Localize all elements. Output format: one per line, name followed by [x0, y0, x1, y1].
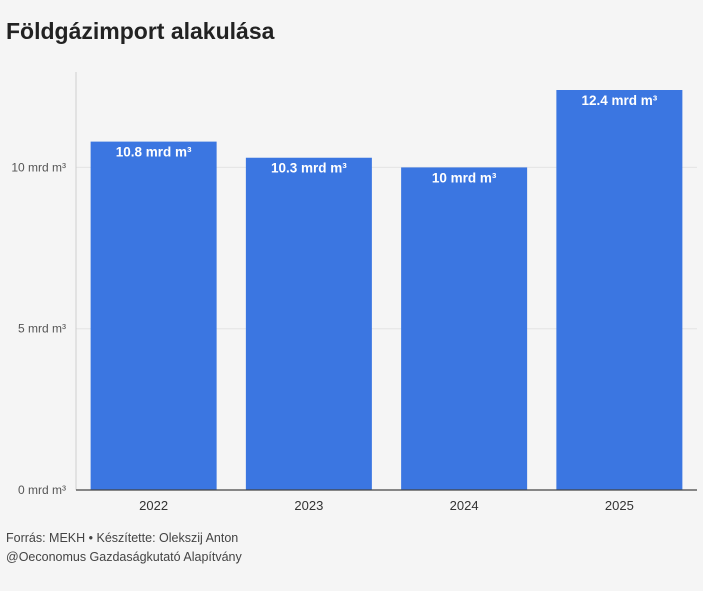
y-tick-label: 5 mrd m³	[18, 322, 66, 336]
data-label: 12.4 mrd m³	[581, 93, 657, 108]
data-label: 10.8 mrd m³	[116, 145, 192, 160]
credit-note: @Oeconomus Gazdaságkutató Alapítvány	[6, 550, 242, 564]
x-tick-label: 2025	[605, 498, 634, 513]
chart-title: Földgázimport alakulása	[6, 18, 275, 44]
bar	[556, 90, 683, 490]
chart-footer: Forrás: MEKH • Készítette: Olekszij Anto…	[6, 529, 242, 567]
bar	[401, 167, 528, 490]
bar	[245, 157, 372, 490]
source-note: Forrás: MEKH • Készítette: Olekszij Anto…	[6, 531, 239, 545]
data-label: 10.3 mrd m³	[271, 161, 347, 176]
y-tick-label: 0 mrd m³	[18, 483, 66, 497]
data-label: 10 mrd m³	[432, 170, 497, 185]
y-tick-label: 10 mrd m³	[11, 160, 66, 174]
bar	[90, 141, 217, 490]
x-tick-label: 2022	[139, 498, 168, 513]
bar-chart: 0 mrd m³ 5 mrd m³ 10 mrd m³ 10.8 mrd m³ 2022…	[11, 72, 697, 513]
x-tick-label: 2023	[294, 498, 323, 513]
x-tick-label: 2024	[450, 498, 479, 513]
